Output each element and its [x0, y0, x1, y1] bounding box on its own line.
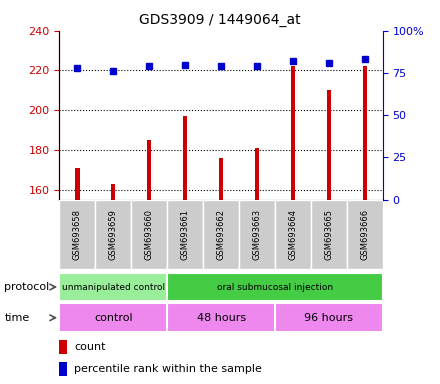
Text: oral submucosal injection: oral submucosal injection — [217, 283, 333, 291]
Text: control: control — [94, 313, 132, 323]
Text: GSM693663: GSM693663 — [253, 209, 261, 260]
Bar — [219, 158, 223, 200]
Text: GSM693661: GSM693661 — [181, 209, 190, 260]
Bar — [131, 200, 167, 269]
Text: GSM693658: GSM693658 — [73, 209, 82, 260]
Bar — [59, 362, 67, 376]
Bar — [183, 116, 187, 200]
Text: time: time — [4, 313, 29, 323]
Bar — [59, 303, 167, 332]
Bar — [255, 148, 259, 200]
Text: GDS3909 / 1449064_at: GDS3909 / 1449064_at — [139, 13, 301, 27]
Text: GSM693665: GSM693665 — [324, 209, 334, 260]
Bar — [59, 273, 167, 301]
Bar — [111, 184, 115, 200]
Text: percentile rank within the sample: percentile rank within the sample — [74, 364, 262, 374]
Text: unmanipulated control: unmanipulated control — [62, 283, 165, 291]
Text: 96 hours: 96 hours — [304, 313, 353, 323]
Bar — [275, 200, 311, 269]
Bar — [203, 200, 239, 269]
Bar — [291, 66, 295, 200]
Bar — [347, 200, 383, 269]
Text: GSM693659: GSM693659 — [109, 209, 118, 260]
Bar — [147, 140, 151, 200]
Bar — [59, 339, 67, 354]
Text: GSM693662: GSM693662 — [216, 209, 226, 260]
Bar — [311, 200, 347, 269]
Text: GSM693666: GSM693666 — [360, 209, 369, 260]
Bar — [239, 200, 275, 269]
Bar — [167, 200, 203, 269]
Text: count: count — [74, 342, 106, 352]
Bar — [327, 90, 331, 200]
Text: protocol: protocol — [4, 282, 50, 292]
Bar — [167, 303, 275, 332]
Text: GSM693664: GSM693664 — [289, 209, 297, 260]
Text: 48 hours: 48 hours — [197, 313, 246, 323]
Bar — [275, 303, 383, 332]
Bar — [95, 200, 131, 269]
Bar — [75, 168, 80, 200]
Bar — [59, 200, 95, 269]
Text: GSM693660: GSM693660 — [145, 209, 154, 260]
Bar — [363, 66, 367, 200]
Bar — [167, 273, 383, 301]
